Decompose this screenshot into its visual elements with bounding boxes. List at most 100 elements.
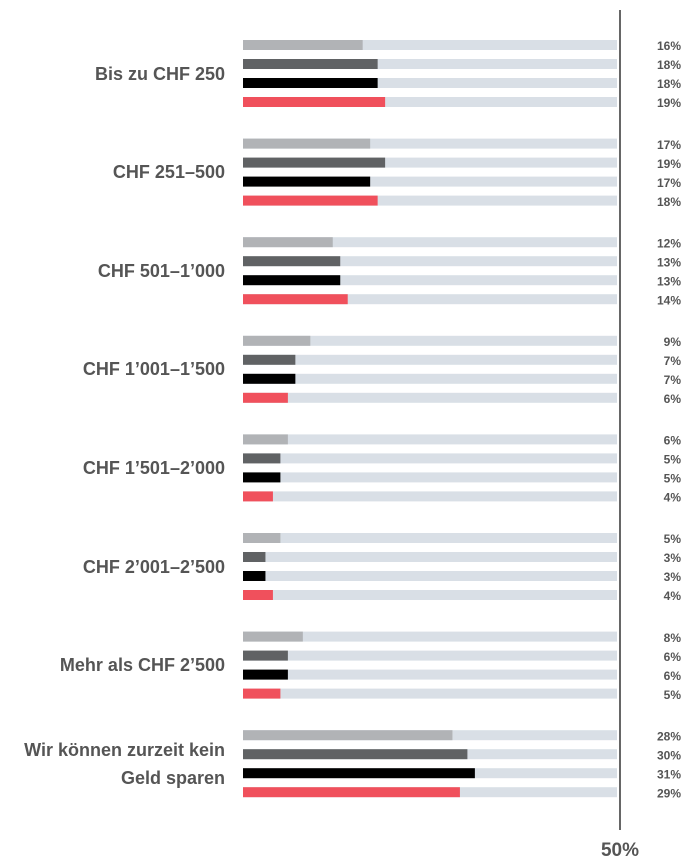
bar: [243, 453, 281, 464]
bar: [243, 256, 341, 267]
value-label: 4%: [664, 589, 682, 603]
bar: [243, 237, 333, 248]
value-label: 29%: [657, 786, 681, 800]
value-label: 30%: [657, 748, 681, 762]
track: [243, 491, 617, 502]
value-label: 19%: [657, 96, 681, 110]
bar: [243, 392, 288, 403]
category-label: Wir können zurzeit kein Geld sparen: [24, 739, 225, 788]
category-label: CHF 501–1’000: [97, 260, 225, 281]
track: [243, 631, 617, 642]
track: [243, 256, 617, 267]
value-label: 5%: [664, 532, 682, 546]
bar: [243, 472, 281, 483]
value-label: 17%: [657, 138, 681, 152]
track: [243, 138, 617, 149]
track: [243, 552, 617, 562]
value-label: 7%: [664, 354, 682, 368]
value-label: 4%: [664, 491, 682, 505]
track: [243, 195, 617, 206]
bar: [243, 78, 378, 88]
value-label: 7%: [664, 373, 682, 387]
category-label: Bis zu CHF 250: [94, 63, 225, 84]
track: [243, 590, 617, 600]
track: [243, 354, 617, 365]
bar: [243, 335, 311, 346]
value-label: 6%: [664, 392, 682, 406]
track: [243, 373, 617, 384]
track: [243, 453, 617, 464]
value-label: 19%: [657, 157, 681, 171]
category-label: CHF 1’501–2’000: [82, 457, 225, 478]
value-label: 5%: [664, 453, 682, 467]
bar: [243, 373, 296, 384]
value-label: 12%: [657, 236, 681, 250]
bar: [243, 787, 460, 798]
track: [243, 669, 617, 680]
track: [243, 157, 617, 168]
value-label: 5%: [664, 688, 682, 702]
track: [243, 650, 617, 661]
bar: [243, 434, 288, 445]
value-label: 8%: [664, 631, 682, 645]
category-label: CHF 1’001–1’500: [82, 359, 225, 380]
bar: [243, 354, 296, 365]
category-label: CHF 251–500: [112, 162, 225, 183]
value-label: 9%: [664, 335, 682, 349]
bar: [243, 669, 288, 680]
track: [243, 237, 617, 248]
bar: [243, 631, 303, 642]
track: [243, 59, 617, 69]
bar: [243, 195, 378, 206]
track: [243, 571, 617, 581]
value-label: 6%: [664, 434, 682, 448]
value-label: 14%: [657, 293, 681, 307]
bar: [243, 97, 386, 107]
bar: [243, 749, 468, 760]
value-label: 3%: [664, 570, 682, 584]
bar: [243, 590, 273, 600]
track: [243, 275, 617, 286]
bar: [243, 688, 281, 699]
bar: [243, 176, 371, 187]
bar: [243, 533, 281, 543]
bar: [243, 650, 288, 661]
value-label: 18%: [657, 195, 681, 209]
bar: [243, 552, 266, 562]
value-label: 6%: [664, 669, 682, 683]
value-label: 18%: [657, 58, 681, 72]
x-tick-label: 50%: [601, 840, 639, 861]
bar: [243, 275, 341, 286]
value-label: 6%: [664, 650, 682, 664]
value-label: 13%: [657, 274, 681, 288]
category-label: CHF 2’001–2’500: [82, 556, 225, 577]
bar: [243, 157, 386, 168]
track: [243, 176, 617, 187]
value-label: 17%: [657, 176, 681, 190]
track: [243, 392, 617, 403]
track: [243, 335, 617, 346]
bar: [243, 40, 363, 50]
track: [243, 294, 617, 305]
track: [243, 97, 617, 107]
bar: [243, 730, 453, 741]
bar: [243, 294, 348, 305]
bar: [243, 138, 371, 149]
track: [243, 40, 617, 50]
track: [243, 472, 617, 483]
track: [243, 78, 617, 88]
track: [243, 533, 617, 543]
category-label: Mehr als CHF 2’500: [59, 655, 225, 676]
bar: [243, 768, 475, 779]
value-label: 5%: [664, 472, 682, 486]
bar: [243, 571, 266, 581]
value-label: 16%: [657, 39, 681, 53]
value-label: 18%: [657, 77, 681, 91]
value-label: 31%: [657, 767, 681, 781]
value-label: 28%: [657, 729, 681, 743]
value-label: 13%: [657, 255, 681, 269]
track: [243, 434, 617, 445]
track: [243, 688, 617, 699]
